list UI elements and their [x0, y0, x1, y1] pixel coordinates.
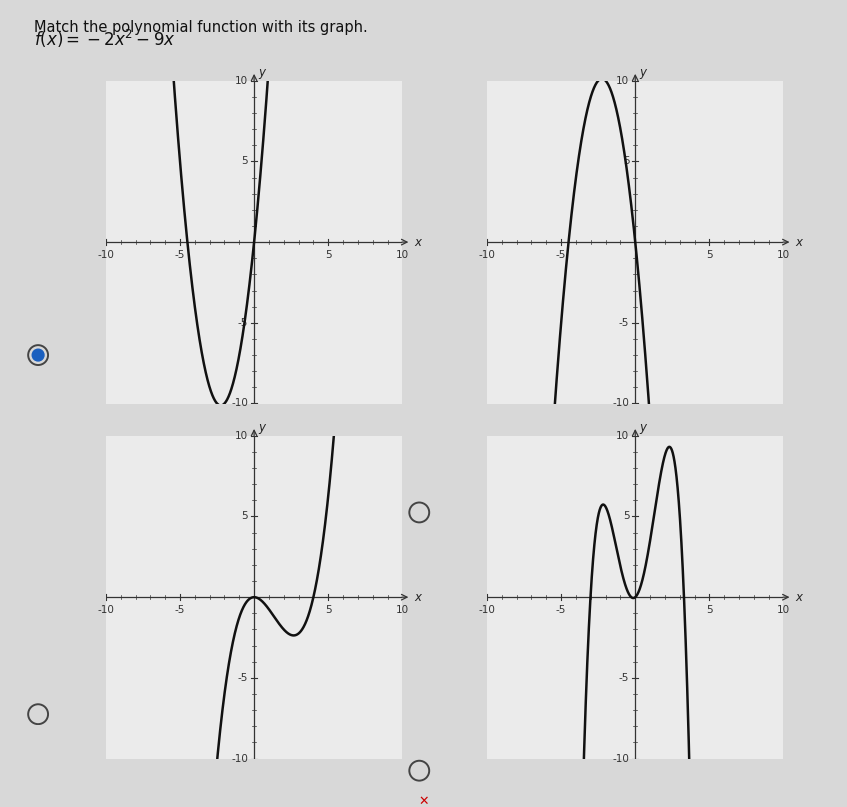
Text: -5: -5: [556, 605, 567, 615]
Text: 10: 10: [777, 605, 790, 615]
Text: -10: -10: [612, 754, 629, 763]
Text: -10: -10: [97, 605, 114, 615]
Text: $f(x) = -2x^2 - 9x$: $f(x) = -2x^2 - 9x$: [34, 27, 175, 50]
Text: x: x: [795, 591, 802, 604]
Text: -10: -10: [97, 250, 114, 260]
Text: -5: -5: [619, 318, 629, 328]
Text: x: x: [414, 236, 421, 249]
Text: 10: 10: [235, 431, 248, 441]
Text: 10: 10: [235, 76, 248, 86]
Text: y: y: [639, 66, 646, 79]
Text: 5: 5: [706, 250, 712, 260]
Text: 5: 5: [325, 250, 331, 260]
Text: -5: -5: [174, 250, 185, 260]
Text: 10: 10: [617, 431, 629, 441]
Text: 5: 5: [241, 157, 248, 166]
Text: y: y: [639, 421, 646, 434]
Text: 5: 5: [241, 512, 248, 521]
Text: 10: 10: [777, 250, 790, 260]
Text: ✕: ✕: [418, 795, 429, 807]
Text: -5: -5: [619, 673, 629, 683]
Text: -5: -5: [556, 250, 567, 260]
Text: -5: -5: [238, 673, 248, 683]
Text: y: y: [257, 421, 265, 434]
Text: 5: 5: [706, 605, 712, 615]
Circle shape: [32, 349, 44, 361]
Text: x: x: [414, 591, 421, 604]
Text: 5: 5: [623, 512, 629, 521]
Text: -5: -5: [174, 605, 185, 615]
Text: 5: 5: [325, 605, 331, 615]
Text: -10: -10: [479, 605, 495, 615]
Text: y: y: [257, 66, 265, 79]
Text: 5: 5: [623, 157, 629, 166]
Text: 10: 10: [617, 76, 629, 86]
Text: Match the polynomial function with its graph.: Match the polynomial function with its g…: [34, 20, 368, 36]
Text: x: x: [795, 236, 802, 249]
Text: -10: -10: [479, 250, 495, 260]
Text: -10: -10: [612, 399, 629, 408]
Text: 10: 10: [396, 605, 409, 615]
Text: -5: -5: [238, 318, 248, 328]
Text: -10: -10: [231, 399, 248, 408]
Text: 10: 10: [396, 250, 409, 260]
Text: -10: -10: [231, 754, 248, 763]
